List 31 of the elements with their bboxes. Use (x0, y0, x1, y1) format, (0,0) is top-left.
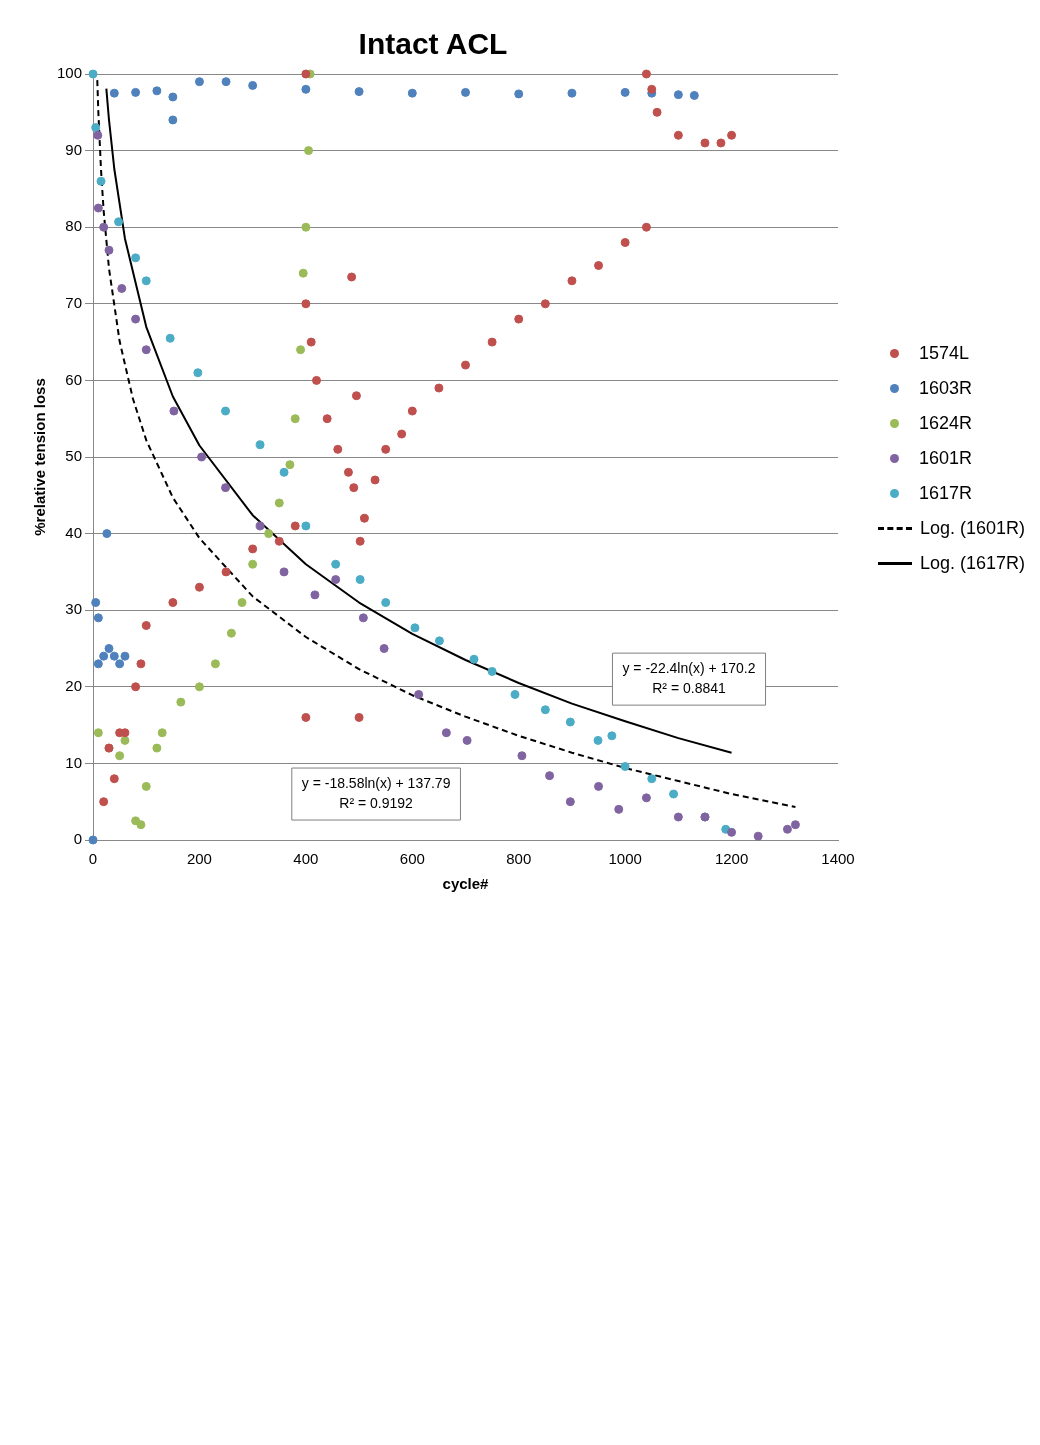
legend-label: Log. (1617R) (920, 552, 1026, 574)
y-tick-label: 50 (65, 447, 83, 465)
legend-label: 1617R (919, 482, 973, 504)
x-tick-label: 1400 (821, 850, 855, 868)
x-tick-label: 200 (186, 850, 212, 868)
y-tick-label: 60 (65, 370, 83, 388)
y-axis-title: %relative tension loss (31, 378, 49, 536)
y-tick-label: 10 (65, 753, 83, 771)
x-tick-label: 600 (399, 850, 425, 868)
annotation: y = -22.4ln(x) + 170.2 R² = 0.8841 (622, 660, 756, 696)
y-tick-label: 40 (65, 523, 83, 541)
x-tick-label: 1200 (714, 850, 749, 868)
legend-label: Log. (1601R) (920, 517, 1026, 539)
chart-title: Intact ACL (358, 27, 508, 61)
x-tick-label: 1000 (608, 850, 642, 868)
y-tick-label: 80 (65, 217, 83, 235)
legend-label: 1574L (919, 342, 970, 364)
y-tick-label: 30 (65, 600, 83, 618)
legend-label: 1624R (919, 412, 973, 434)
x-tick-label: 400 (293, 850, 319, 868)
y-tick-label: 20 (65, 676, 83, 694)
x-tick-label: 0 (88, 850, 98, 868)
y-tick-label: 100 (57, 64, 83, 82)
y-tick-label: 0 (73, 830, 83, 848)
x-axis-title: cycle# (442, 875, 490, 893)
x-tick-label: 800 (506, 850, 532, 868)
legend-label: 1603R (919, 377, 973, 399)
y-tick-label: 70 (65, 293, 83, 311)
y-tick-label: 90 (65, 140, 83, 158)
legend-label: 1601R (919, 447, 973, 469)
annotation: y = -18.58ln(x) + 137.79 R² = 0.9192 (301, 774, 451, 811)
